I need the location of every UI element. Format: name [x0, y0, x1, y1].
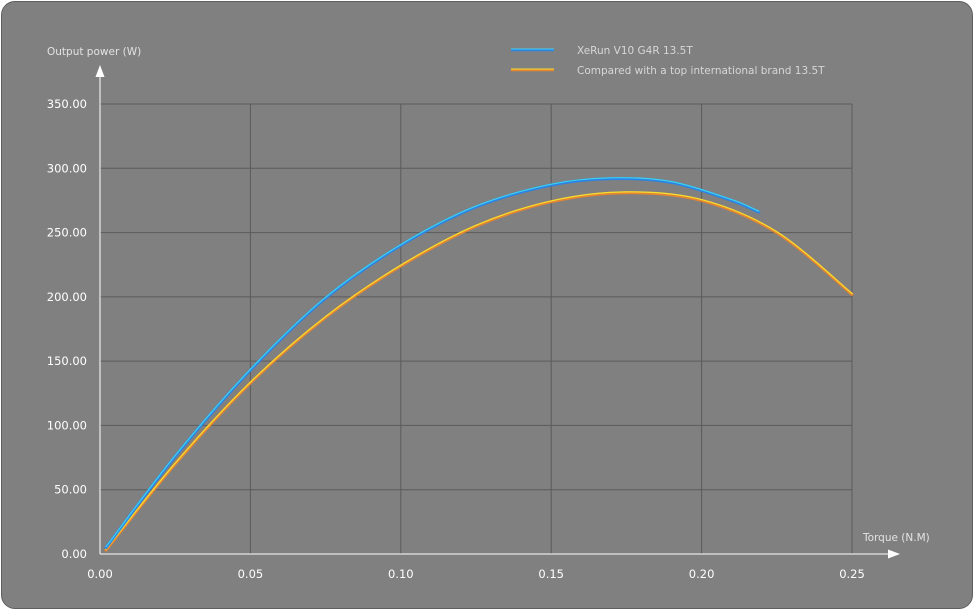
x-tick-label: 0.05: [238, 567, 264, 581]
x-tick-label: 0.25: [839, 567, 865, 581]
x-tick-labels: 0.00 0.05 0.10 0.15 0.20 0.25: [87, 567, 865, 581]
y-tick-label: 150.00: [47, 354, 87, 368]
legend-label-xerun: XeRun V10 G4R 13.5T: [577, 45, 693, 57]
y-tick-labels: 0.00 50.00 100.00 150.00 200.00 250.00 300.00 3…: [47, 97, 87, 561]
y-tick-label: 100.00: [47, 418, 87, 432]
y-tick-label: 50.00: [54, 483, 87, 497]
y-tick-label: 300.00: [47, 161, 87, 175]
series-line-highlight-0: [105, 177, 760, 548]
x-tick-label: 0.15: [538, 567, 564, 581]
y-tick-label: 250.00: [47, 226, 87, 240]
x-axis-arrow: [888, 549, 900, 559]
y-tick-label: 200.00: [47, 290, 87, 304]
y-tick-label: 0.00: [61, 547, 87, 561]
axes: [95, 65, 900, 559]
y-tick-label: 350.00: [47, 97, 87, 111]
x-tick-label: 0.10: [388, 567, 414, 581]
x-axis-title: Torque (N.M): [862, 532, 930, 544]
grid: [100, 103, 853, 554]
series-line-highlight-1: [105, 191, 853, 550]
x-tick-label: 0.00: [87, 567, 113, 581]
series-lines: [104, 176, 854, 552]
series-line-0: [104, 176, 761, 550]
legend-label-competitor: Compared with a top international brand …: [577, 65, 825, 77]
series-line-1: [104, 191, 854, 552]
legend: XeRun V10 G4R 13.5T Compared with a top …: [511, 45, 825, 77]
x-tick-label: 0.20: [689, 567, 715, 581]
y-axis-title: Output power (W): [47, 46, 141, 58]
y-axis-arrow: [95, 65, 105, 77]
